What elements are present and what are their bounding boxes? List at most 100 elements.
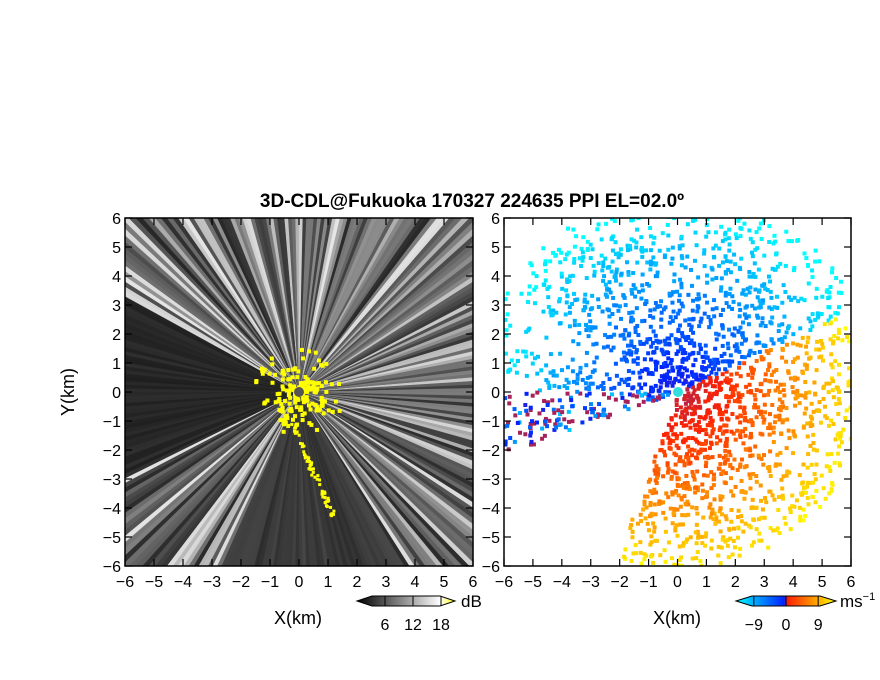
velocity-cell bbox=[691, 350, 696, 355]
reflectivity-saturated-cell bbox=[305, 389, 310, 394]
velocity-cell bbox=[717, 410, 722, 415]
velocity-cell bbox=[717, 428, 722, 433]
velocity-cell bbox=[679, 374, 684, 379]
velocity-cell bbox=[523, 349, 528, 354]
velocity-cell bbox=[748, 285, 753, 290]
velocity-cell bbox=[526, 300, 531, 305]
velocity-cell bbox=[545, 400, 550, 405]
velocity-cell bbox=[727, 248, 732, 253]
reflectivity-saturated-cell bbox=[326, 496, 330, 500]
y-tick-label: −6 bbox=[103, 559, 121, 576]
velocity-cell bbox=[777, 531, 782, 536]
velocity-cell bbox=[710, 423, 715, 428]
velocity-cell bbox=[812, 380, 817, 385]
reflectivity-saturated-cell bbox=[323, 380, 328, 385]
velocity-cell bbox=[676, 372, 681, 377]
velocity-cell bbox=[674, 398, 679, 403]
velocity-cell bbox=[585, 410, 590, 415]
velocity-cell bbox=[640, 283, 645, 288]
velocity-cell bbox=[772, 233, 777, 238]
velocity-cell bbox=[629, 287, 634, 292]
velocity-cell bbox=[565, 294, 570, 299]
velocity-cell bbox=[689, 267, 694, 272]
velocity-cell bbox=[757, 349, 762, 354]
velocity-cell bbox=[754, 527, 759, 532]
velocity-cell bbox=[778, 261, 783, 266]
velocity-cell bbox=[648, 500, 653, 505]
velocity-cell bbox=[697, 384, 702, 389]
velocity-cell bbox=[766, 392, 771, 397]
velocity-cell bbox=[702, 251, 707, 256]
velocity-cell bbox=[507, 401, 512, 406]
velocity-cell bbox=[604, 221, 609, 226]
velocity-cell bbox=[669, 333, 674, 338]
velocity-cell bbox=[504, 317, 508, 322]
velocity-cell bbox=[642, 357, 647, 362]
velocity-cell bbox=[504, 442, 508, 447]
velocity-cell bbox=[768, 526, 773, 531]
velocity-cell bbox=[539, 368, 544, 373]
velocity-cell bbox=[609, 348, 614, 353]
velocity-cell bbox=[814, 448, 819, 453]
reflectivity-saturated-cell bbox=[299, 347, 304, 352]
velocity-cell bbox=[607, 280, 612, 285]
velocity-cell bbox=[595, 412, 600, 417]
reflectivity-saturated-cell bbox=[287, 408, 292, 413]
velocity-cell bbox=[769, 295, 774, 300]
velocity-cell bbox=[689, 338, 694, 343]
reflectivity-saturated-cell bbox=[299, 384, 304, 389]
velocity-cell bbox=[711, 366, 716, 371]
velocity-cell bbox=[772, 497, 777, 502]
velocity-cell bbox=[751, 517, 756, 522]
velocity-cell bbox=[703, 343, 708, 348]
velocity-cell bbox=[665, 372, 670, 377]
velocity-cell bbox=[500, 408, 504, 412]
reflectivity-ray bbox=[299, 392, 473, 556]
velocity-cell bbox=[745, 286, 750, 291]
velocity-cell bbox=[508, 367, 513, 372]
velocity-cell bbox=[660, 439, 665, 444]
velocity-cell bbox=[754, 230, 759, 235]
velocity-cell bbox=[559, 368, 564, 373]
velocity-cell bbox=[666, 356, 671, 361]
velocity-cell bbox=[668, 376, 673, 381]
velocity-cell bbox=[736, 391, 741, 396]
velocity-cell bbox=[679, 495, 684, 500]
velocity-cell bbox=[517, 430, 522, 435]
velocity-cell bbox=[654, 397, 659, 402]
velocity-cell bbox=[787, 295, 792, 300]
velocity-cell bbox=[681, 459, 686, 464]
velocity-cell bbox=[690, 397, 695, 402]
velocity-cell bbox=[600, 268, 605, 273]
velocity-cell bbox=[645, 281, 650, 286]
velocity-cell bbox=[515, 420, 520, 425]
velocity-cell bbox=[652, 307, 657, 312]
velocity-cell bbox=[813, 477, 818, 482]
velocity-cell bbox=[597, 402, 602, 407]
velocity-cell bbox=[625, 382, 630, 387]
reflectivity-saturated-cell bbox=[293, 394, 298, 399]
velocity-cell bbox=[611, 295, 616, 300]
velocity-cell bbox=[544, 378, 549, 383]
velocity-cell bbox=[623, 556, 628, 561]
reflectivity-saturated-cell bbox=[321, 490, 325, 494]
velocity-cell bbox=[790, 239, 795, 244]
velocity-cell bbox=[679, 281, 684, 286]
velocity-cell bbox=[686, 292, 691, 297]
velocity-cell bbox=[738, 420, 743, 425]
velocity-cell bbox=[738, 307, 743, 312]
velocity-cell bbox=[723, 254, 728, 259]
velocity-cell bbox=[640, 319, 645, 324]
velocity-cell bbox=[761, 356, 766, 361]
velocity-cell bbox=[636, 218, 641, 221]
reflectivity-saturated-cell bbox=[260, 368, 265, 373]
velocity-cell bbox=[767, 364, 772, 369]
velocity-cell bbox=[725, 543, 730, 548]
velocity-cell bbox=[545, 402, 550, 407]
reflectivity-ray bbox=[246, 392, 299, 566]
velocity-cell bbox=[609, 334, 614, 339]
velocity-cell bbox=[753, 444, 758, 449]
velocity-cell bbox=[636, 390, 641, 395]
velocity-cell bbox=[601, 413, 606, 418]
x-tick-label: −6 bbox=[116, 574, 134, 591]
